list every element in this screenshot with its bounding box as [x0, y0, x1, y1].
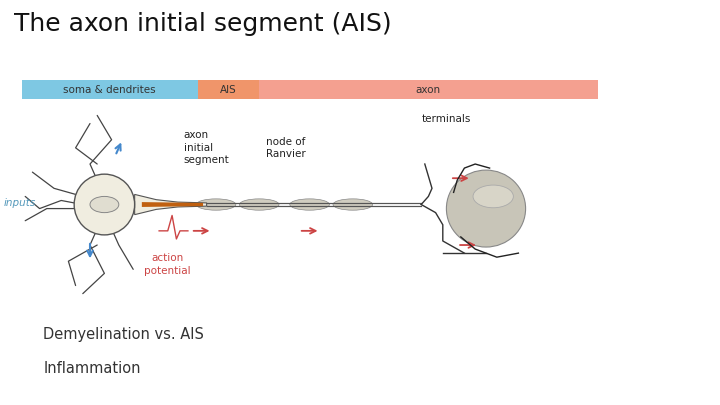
Ellipse shape: [333, 199, 373, 210]
Text: Inflammation: Inflammation: [43, 361, 140, 376]
Bar: [198, 80, 259, 99]
Text: terminals: terminals: [421, 115, 471, 124]
Text: action
potential: action potential: [145, 253, 191, 275]
Text: soma & dendrites: soma & dendrites: [63, 85, 156, 94]
Ellipse shape: [446, 170, 526, 247]
Text: The axon initial segment (AIS): The axon initial segment (AIS): [14, 12, 392, 36]
Circle shape: [90, 196, 119, 213]
Ellipse shape: [196, 199, 236, 210]
Text: node of
Ranvier: node of Ranvier: [266, 136, 306, 159]
Bar: [22, 80, 198, 99]
Ellipse shape: [74, 174, 135, 235]
Text: axon
initial
segment: axon initial segment: [184, 130, 230, 165]
Bar: [259, 80, 598, 99]
Text: inputs: inputs: [4, 198, 36, 207]
Circle shape: [473, 185, 513, 208]
Polygon shape: [142, 202, 203, 207]
Text: Demyelination vs. AIS: Demyelination vs. AIS: [43, 326, 204, 342]
Ellipse shape: [239, 199, 279, 210]
Text: axon: axon: [416, 85, 441, 94]
Text: AIS: AIS: [220, 85, 237, 94]
Ellipse shape: [289, 199, 330, 210]
Polygon shape: [135, 194, 207, 215]
